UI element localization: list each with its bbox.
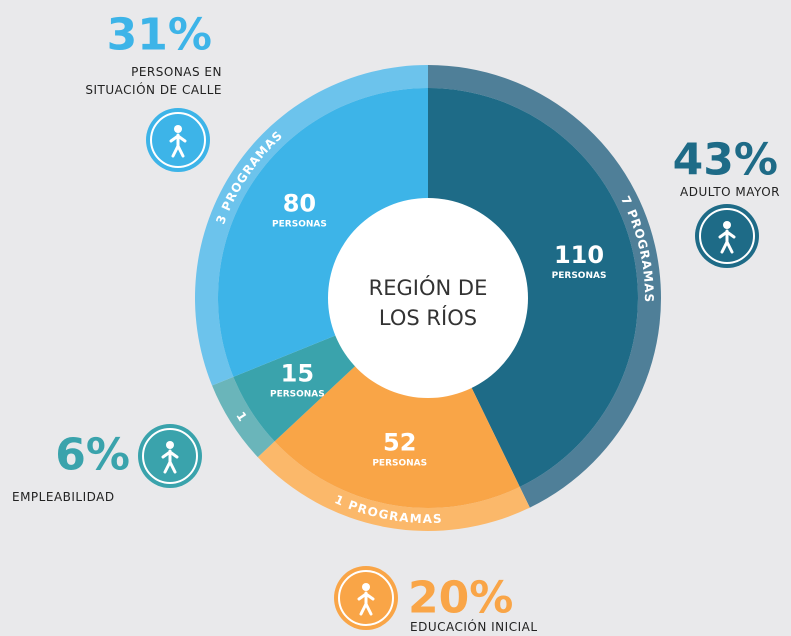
pie-segment (428, 88, 638, 487)
value-unit: PERSONAS (272, 219, 327, 229)
icon-head (362, 583, 370, 591)
icon-ring (338, 570, 394, 626)
value-unit: PERSONAS (552, 271, 607, 281)
percent-label: 20% (408, 573, 513, 624)
icon-head (723, 221, 731, 229)
percent-label: 43% (673, 135, 778, 186)
category-label: EDUCACIÓN INICIAL (410, 620, 538, 634)
ring-segment (194, 65, 428, 386)
ring-segment (428, 65, 661, 508)
icon-head (174, 125, 182, 133)
icon-ring (699, 208, 755, 264)
center-title: REGIÓN DE LOS RÍOS (368, 276, 488, 330)
icon-body (357, 591, 375, 616)
icon-body (169, 133, 187, 158)
ring-segment (257, 441, 530, 531)
ring-segment (212, 376, 275, 458)
value-label: 52 (383, 428, 416, 456)
value-label: 80 (283, 189, 316, 217)
category-label: PERSONAS EN SITUACIÓN DE CALLE (85, 65, 222, 97)
pie-segment (274, 298, 520, 508)
category-label: EMPLEABILIDAD (12, 490, 115, 504)
category-label: ADULTO MAYOR (680, 185, 780, 199)
percent-label: 6% (55, 430, 130, 481)
value-label: 110 (554, 241, 604, 269)
icon-ring (150, 112, 206, 168)
value-label: 15 (281, 359, 314, 387)
icon-body (718, 229, 736, 254)
value-unit: PERSONAS (270, 389, 325, 399)
value-unit: PERSONAS (372, 458, 427, 468)
icon-body (161, 449, 179, 474)
percent-label: 31% (107, 10, 212, 61)
icon-head (166, 441, 174, 449)
center-hole (328, 198, 528, 398)
icon-ring (142, 428, 198, 484)
